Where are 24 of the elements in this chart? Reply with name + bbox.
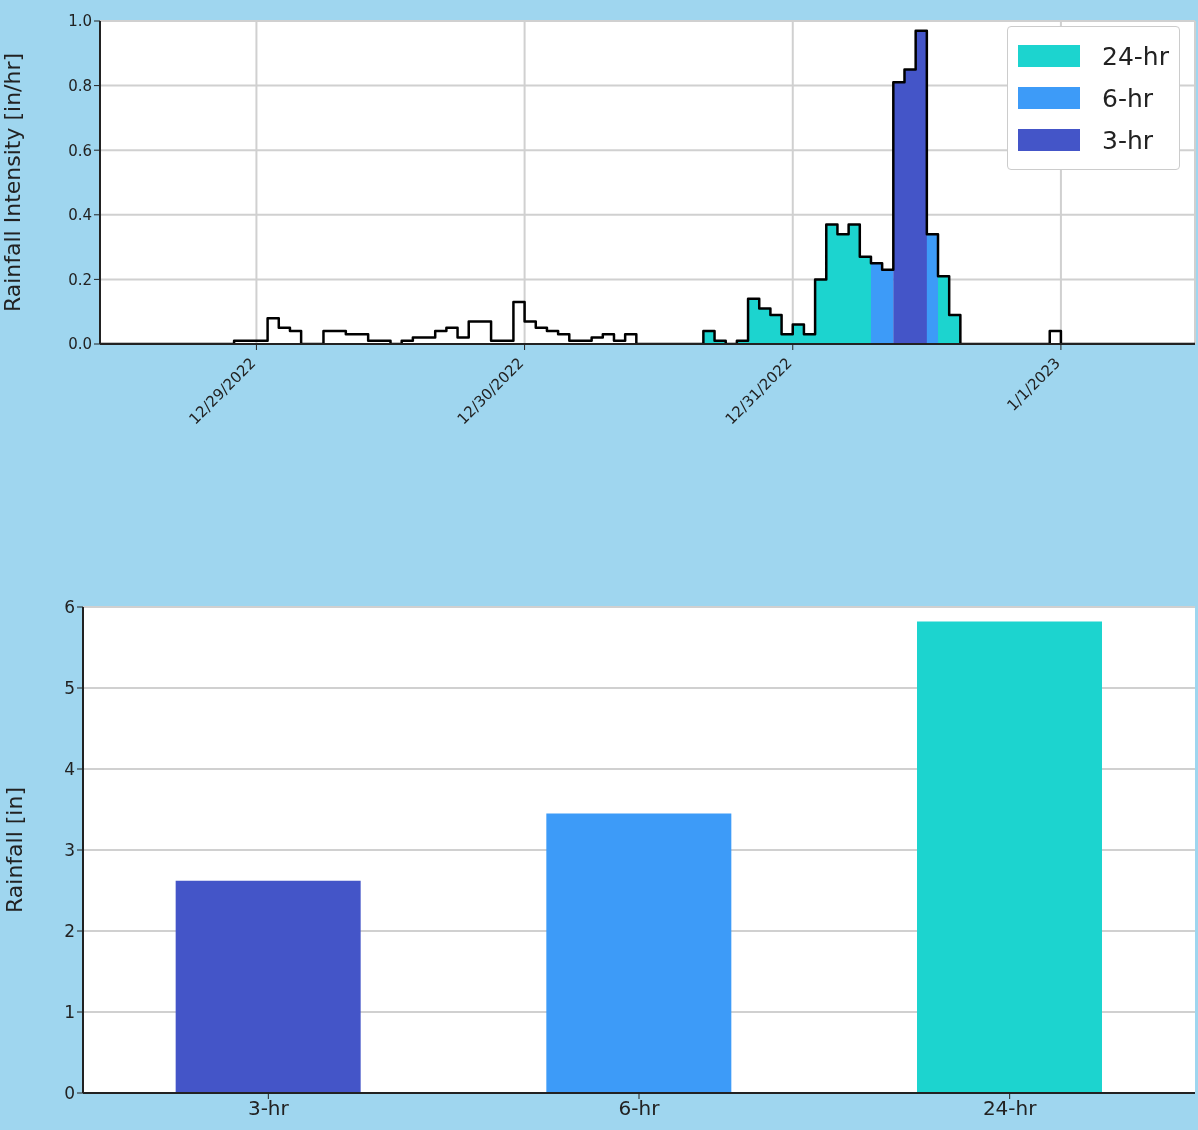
y-axis-title: Rainfall Intensity [in/hr] <box>0 52 25 313</box>
y-tick-label: 0 <box>64 1083 75 1104</box>
legend-label: 6-hr <box>1102 83 1154 113</box>
bar <box>546 813 732 1093</box>
legend-label: 3-hr <box>1102 125 1154 155</box>
y-tick-label: 2 <box>64 921 75 942</box>
y-tick-label: 0.4 <box>68 206 92 225</box>
y-tick-label: 0.0 <box>68 335 92 354</box>
y-tick-label: 5 <box>64 678 75 699</box>
y-tick-label: 3 <box>64 840 75 861</box>
bar <box>175 880 361 1093</box>
y-tick-label: 1 <box>64 1002 75 1023</box>
legend-label: 24-hr <box>1102 41 1169 71</box>
y-tick-label: 6 <box>64 597 75 618</box>
x-tick-label: 3-hr <box>247 1096 290 1121</box>
x-tick-label: 24-hr <box>982 1096 1038 1121</box>
x-tick-label: 6-hr <box>618 1096 661 1121</box>
y-tick-label: 0.8 <box>68 76 92 95</box>
y-tick-label: 4 <box>64 759 75 780</box>
y-tick-label: 0.2 <box>68 270 92 289</box>
y-tick-label: 0.6 <box>68 141 92 160</box>
y-tick-label: 1.0 <box>68 12 92 31</box>
bar <box>917 621 1102 1093</box>
y-axis-title: Rainfall [in] <box>1 786 27 914</box>
